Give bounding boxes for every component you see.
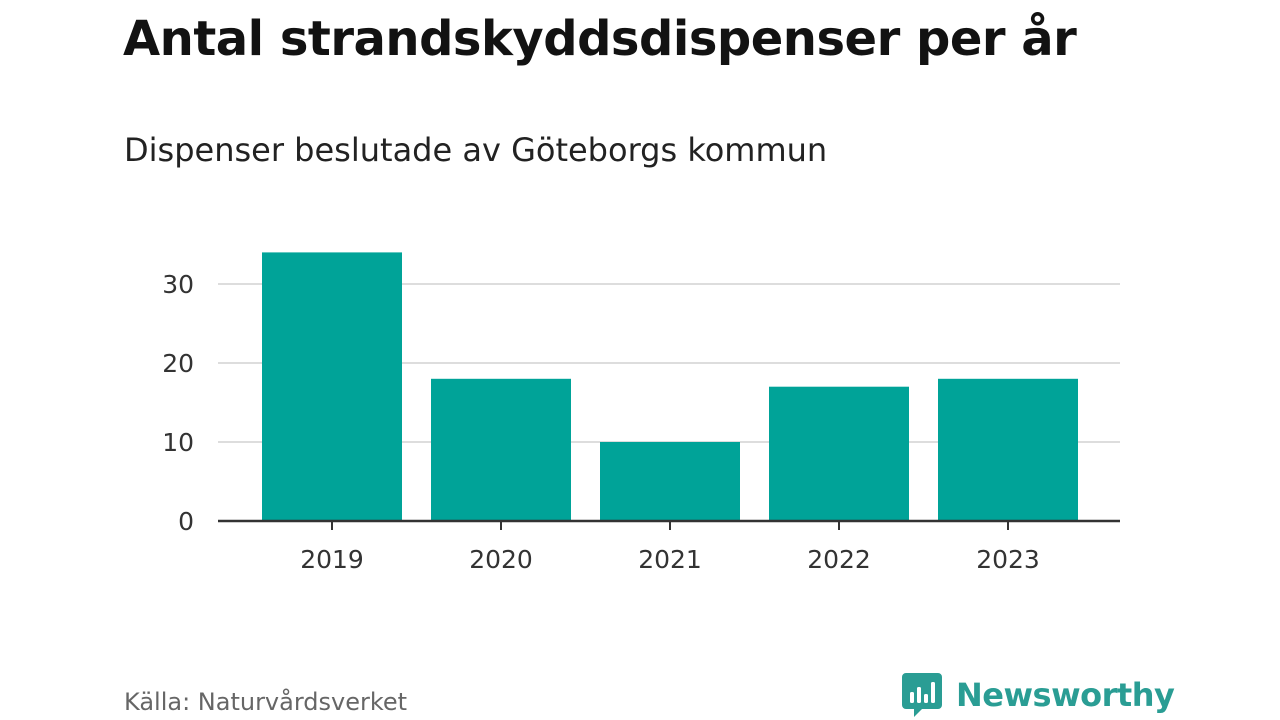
x-tick-label: 2020 (469, 545, 533, 574)
x-tick-label: 2022 (807, 545, 871, 574)
bar-2022 (769, 386, 909, 521)
chart-title: Antal strandskyddsdispenser per år (123, 11, 1077, 67)
y-axis-ticks: 0 10 20 30 (162, 270, 194, 536)
brand-logo: Newsworthy (902, 670, 1175, 720)
brand-name: Newsworthy (956, 676, 1175, 714)
bar-chart-bubble-icon (902, 673, 942, 717)
x-tick-label: 2023 (976, 545, 1040, 574)
x-tick-label: 2021 (638, 545, 702, 574)
bar-2019 (262, 252, 402, 521)
y-tick-label: 20 (162, 349, 194, 378)
y-tick-label: 10 (162, 428, 194, 457)
y-tick-label: 30 (162, 270, 194, 299)
source-note: Källa: Naturvårdsverket (124, 688, 408, 716)
bar-2023 (938, 378, 1078, 521)
bar-2020 (431, 378, 571, 521)
bar-2021 (600, 442, 740, 521)
x-tick-label: 2019 (300, 545, 364, 574)
chart-subtitle: Dispenser beslutade av Göteborgs kommun (124, 131, 828, 169)
bars (262, 252, 1078, 521)
x-axis-ticks: 2019 2020 2021 2022 2023 (300, 545, 1040, 574)
x-axis (218, 519, 1120, 530)
y-tick-label: 0 (178, 507, 194, 536)
